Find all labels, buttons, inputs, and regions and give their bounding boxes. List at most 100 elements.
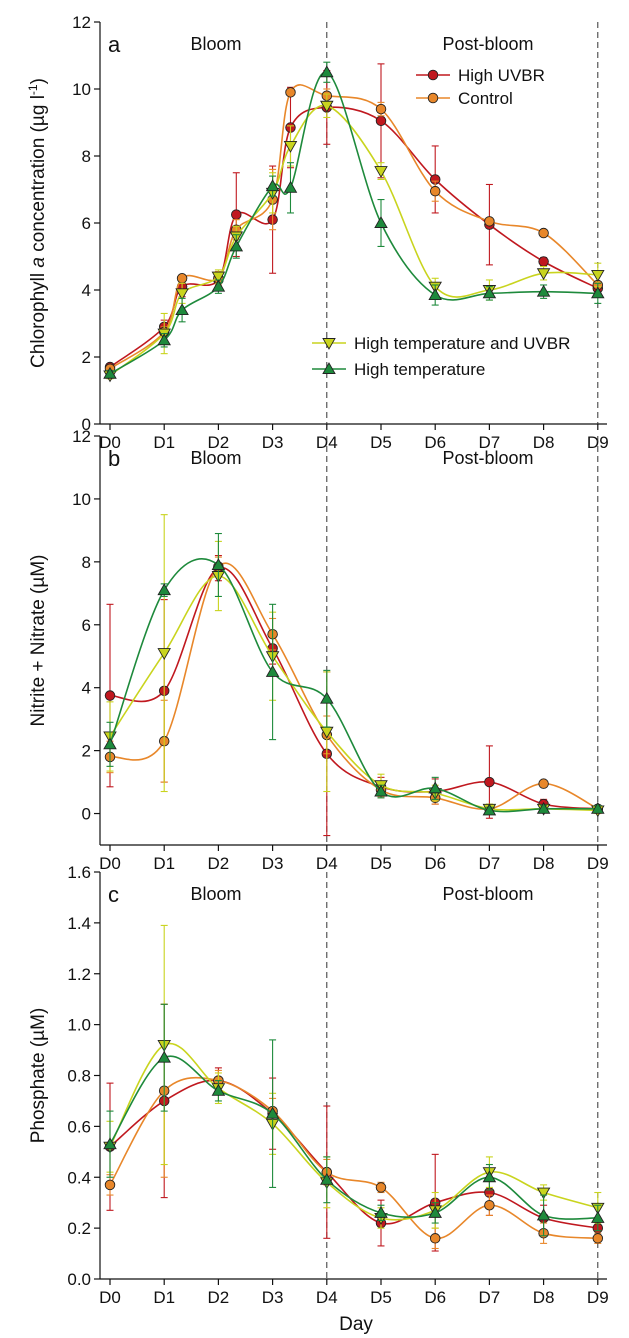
series-high-temperature: [103, 61, 605, 379]
x-tick-label: D1: [153, 433, 175, 452]
data-point: [104, 1179, 116, 1191]
series-line: [109, 562, 599, 810]
y-tick-label: 4: [82, 679, 91, 698]
series-control: [104, 1003, 604, 1250]
data-point: [536, 1208, 551, 1221]
region-label-post-bloom: Post-bloom: [442, 34, 533, 54]
x-tick-label: D6: [424, 433, 446, 452]
data-point: [591, 801, 605, 814]
x-tick-label: D4: [316, 1288, 338, 1307]
data-point: [482, 803, 497, 816]
y-tick-label: 0: [82, 415, 91, 434]
data-point: [374, 1205, 388, 1218]
y-axis-title-part: -1: [26, 84, 40, 95]
region-label-bloom: Bloom: [190, 34, 241, 54]
data-point: [538, 256, 549, 267]
y-tick-label: 10: [72, 490, 91, 509]
data-point: [320, 1172, 334, 1185]
x-tick-label: D0: [99, 1288, 121, 1307]
panel-letter: b: [108, 446, 120, 471]
data-point: [591, 286, 605, 299]
legend-marker: [322, 362, 336, 374]
data-point: [211, 558, 226, 570]
data-point: [229, 239, 244, 252]
data-point: [374, 166, 388, 178]
data-point: [175, 288, 189, 301]
x-tick-label: D5: [370, 854, 392, 873]
data-point: [375, 103, 387, 115]
data-point: [374, 216, 388, 228]
series-line: [109, 575, 598, 812]
y-axis-title-part: concentration (µg l: [28, 95, 49, 257]
data-point: [591, 269, 605, 282]
data-point: [211, 279, 226, 292]
x-tick-label: D8: [533, 433, 555, 452]
legend-item-control: Control: [416, 89, 513, 108]
x-tick-label: D4: [316, 854, 338, 873]
x-tick-label: D5: [370, 433, 392, 452]
data-point: [538, 227, 549, 239]
y-tick-label: 1.0: [67, 1016, 91, 1035]
data-point: [591, 1211, 605, 1223]
y-tick-label: 0.2: [67, 1219, 91, 1238]
series-line: [109, 106, 599, 368]
series-line: [109, 1055, 598, 1220]
data-point: [375, 115, 387, 127]
legend-marker: [427, 92, 439, 104]
y-axis-title-part: a: [28, 257, 49, 268]
data-point: [429, 1233, 441, 1244]
y-tick-label: 8: [82, 147, 91, 166]
series-line: [109, 566, 598, 810]
series-high-temperature-and-uvbr: [103, 93, 605, 383]
series-line: [109, 1079, 598, 1229]
data-point: [374, 784, 388, 797]
y-tick-label: 0.0: [67, 1270, 91, 1289]
data-point: [283, 140, 298, 153]
series-line: [109, 84, 599, 370]
data-point: [484, 1199, 495, 1211]
data-point: [592, 1233, 604, 1244]
series-control: [104, 84, 604, 374]
panel-b-nitrite-nitrate: 0 2 4 6 8 10 12 D0 D1 D2 D3 D4 D5 D6 D7 D8 D9 b Bloom Post-…: [28, 427, 609, 873]
x-tick-label: D4: [316, 433, 338, 452]
x-tick-label: D8: [533, 854, 555, 873]
data-point: [484, 776, 495, 788]
region-label-post-bloom: Post-bloom: [442, 884, 533, 904]
legend-label: High temperature: [354, 360, 485, 379]
y-tick-label: 2: [82, 348, 91, 367]
data-point: [484, 216, 495, 227]
y-tick-label: 2: [82, 742, 91, 761]
legend-label: High temperature and UVBR: [354, 334, 570, 353]
data-point: [428, 1205, 442, 1218]
legend-marker: [322, 338, 336, 350]
data-point: [157, 1050, 171, 1063]
series-high-uvbr: [104, 63, 604, 373]
x-tick-label: D7: [479, 854, 501, 873]
legend-label: High UVBR: [458, 66, 545, 85]
x-tick-label: D8: [533, 1288, 555, 1307]
data-point: [375, 1182, 387, 1193]
legend-item-high-temperature-and-uvbr: High temperature and UVBR: [312, 334, 570, 353]
x-tick-label: D5: [370, 1288, 392, 1307]
x-tick-label: D6: [424, 854, 446, 873]
y-tick-label: 10: [72, 80, 91, 99]
series-high-temperature-and-uvbr: [103, 514, 605, 818]
y-tick-label: 0.4: [67, 1168, 91, 1187]
x-tick-label: D6: [424, 1288, 446, 1307]
legend-item-high-uvbr: High UVBR: [416, 66, 545, 85]
data-point: [482, 286, 497, 299]
data-point: [536, 1187, 551, 1200]
x-tick-label: D9: [587, 854, 609, 873]
series-high-temperature: [103, 1003, 605, 1237]
series-high-temperature-and-uvbr: [103, 924, 605, 1229]
series-high-uvbr: [104, 1003, 604, 1252]
data-point: [429, 185, 441, 197]
data-point: [211, 271, 226, 284]
x-tick-label: D1: [153, 1288, 175, 1307]
data-point: [538, 778, 549, 789]
x-tick-label: D1: [153, 854, 175, 873]
series-line: [109, 71, 598, 375]
series-high-temperature: [103, 532, 605, 816]
data-point: [428, 288, 442, 300]
data-point: [536, 284, 551, 297]
